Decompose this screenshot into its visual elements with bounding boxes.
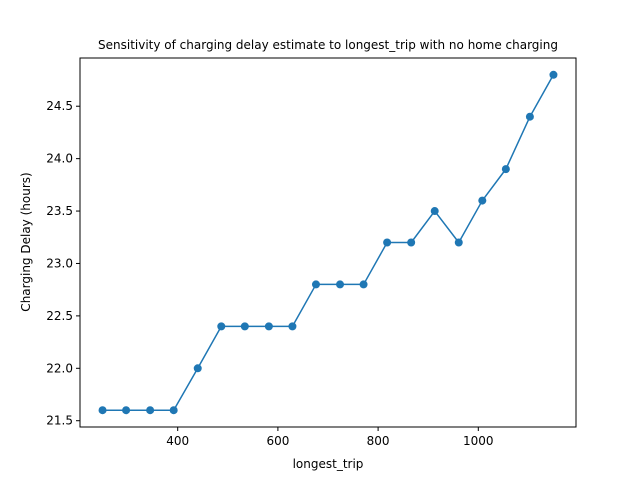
y-axis-ticks: 21.5 22.0 22.5 23.0 23.5 24.0 24.5 — [46, 99, 80, 428]
y-axis-label: Charging Delay (hours) — [19, 172, 33, 311]
data-point — [383, 238, 392, 247]
data-point — [288, 322, 297, 331]
y-tick-label: 23.0 — [46, 256, 73, 270]
data-point — [336, 280, 345, 289]
data-point — [169, 406, 178, 415]
y-tick-label: 22.5 — [46, 309, 73, 323]
y-tick-label: 21.5 — [46, 414, 73, 428]
data-point — [217, 322, 226, 331]
x-tick-label: 600 — [266, 434, 289, 448]
y-tick-label: 23.5 — [46, 204, 73, 218]
data-point — [311, 280, 320, 289]
y-tick-label: 24.5 — [46, 99, 73, 113]
data-point — [549, 70, 558, 79]
data-point — [193, 364, 202, 373]
data-point — [430, 207, 439, 216]
series-line — [102, 74, 555, 411]
x-tick-label: 800 — [367, 434, 390, 448]
x-tick-label: 400 — [166, 434, 189, 448]
data-point — [407, 238, 416, 247]
y-tick-label: 24.0 — [46, 152, 73, 166]
plot-area — [98, 70, 558, 415]
data-point — [264, 322, 273, 331]
x-axis-ticks: 400 600 800 1000 — [166, 427, 494, 448]
data-point — [122, 406, 131, 415]
data-point — [98, 406, 107, 415]
data-point — [240, 322, 249, 331]
data-point — [359, 280, 368, 289]
data-point — [146, 406, 155, 415]
axes-frame — [79, 57, 577, 428]
data-point — [478, 196, 487, 205]
chart-title: Sensitivity of charging delay estimate t… — [98, 38, 558, 52]
x-tick-label: 1000 — [463, 434, 494, 448]
data-point — [501, 165, 510, 174]
y-tick-label: 22.0 — [46, 361, 73, 375]
x-axis-label: longest_trip — [293, 457, 364, 471]
data-point — [454, 238, 463, 247]
data-point — [525, 112, 534, 121]
